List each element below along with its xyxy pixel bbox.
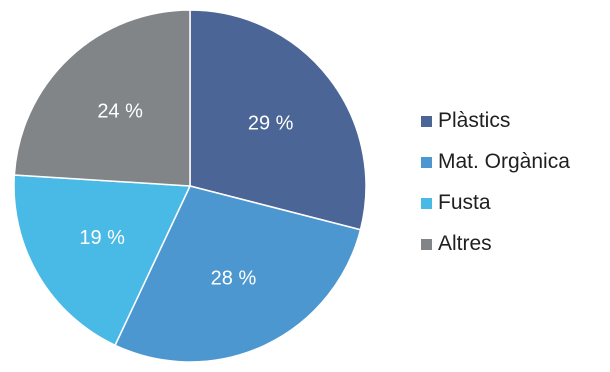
legend-label-wood: Fusta [438,191,491,214]
legend-swatch-others [421,238,432,250]
legend-item-organic-matter: Mat. Orgànica [421,149,570,175]
legend-swatch-organic-matter [421,156,432,168]
pie-slice-wood [13,174,191,346]
pie-slice-organic-matter [114,185,362,363]
legend-item-plastics: Plàstics [421,108,570,134]
legend-swatch-wood [421,197,432,209]
legend-label-others: Altres [438,232,492,255]
legend-label-organic-matter: Mat. Orgànica [438,150,570,173]
pie-slice-plastics [189,9,367,231]
legend-swatch-plastics [421,115,432,127]
legend: Plàstics Mat. Orgànica Fusta Altres [421,108,570,272]
legend-label-plastics: Plàstics [438,109,511,132]
data-label-plastics: 29 % [248,112,294,134]
legend-item-others: Altres [421,231,570,257]
data-label-others: 24 % [97,101,143,123]
data-label-organic-matter: 28 % [211,267,257,289]
pie-slice-others [13,9,191,187]
data-label-wood: 19 % [79,227,125,249]
legend-item-wood: Fusta [421,190,570,216]
